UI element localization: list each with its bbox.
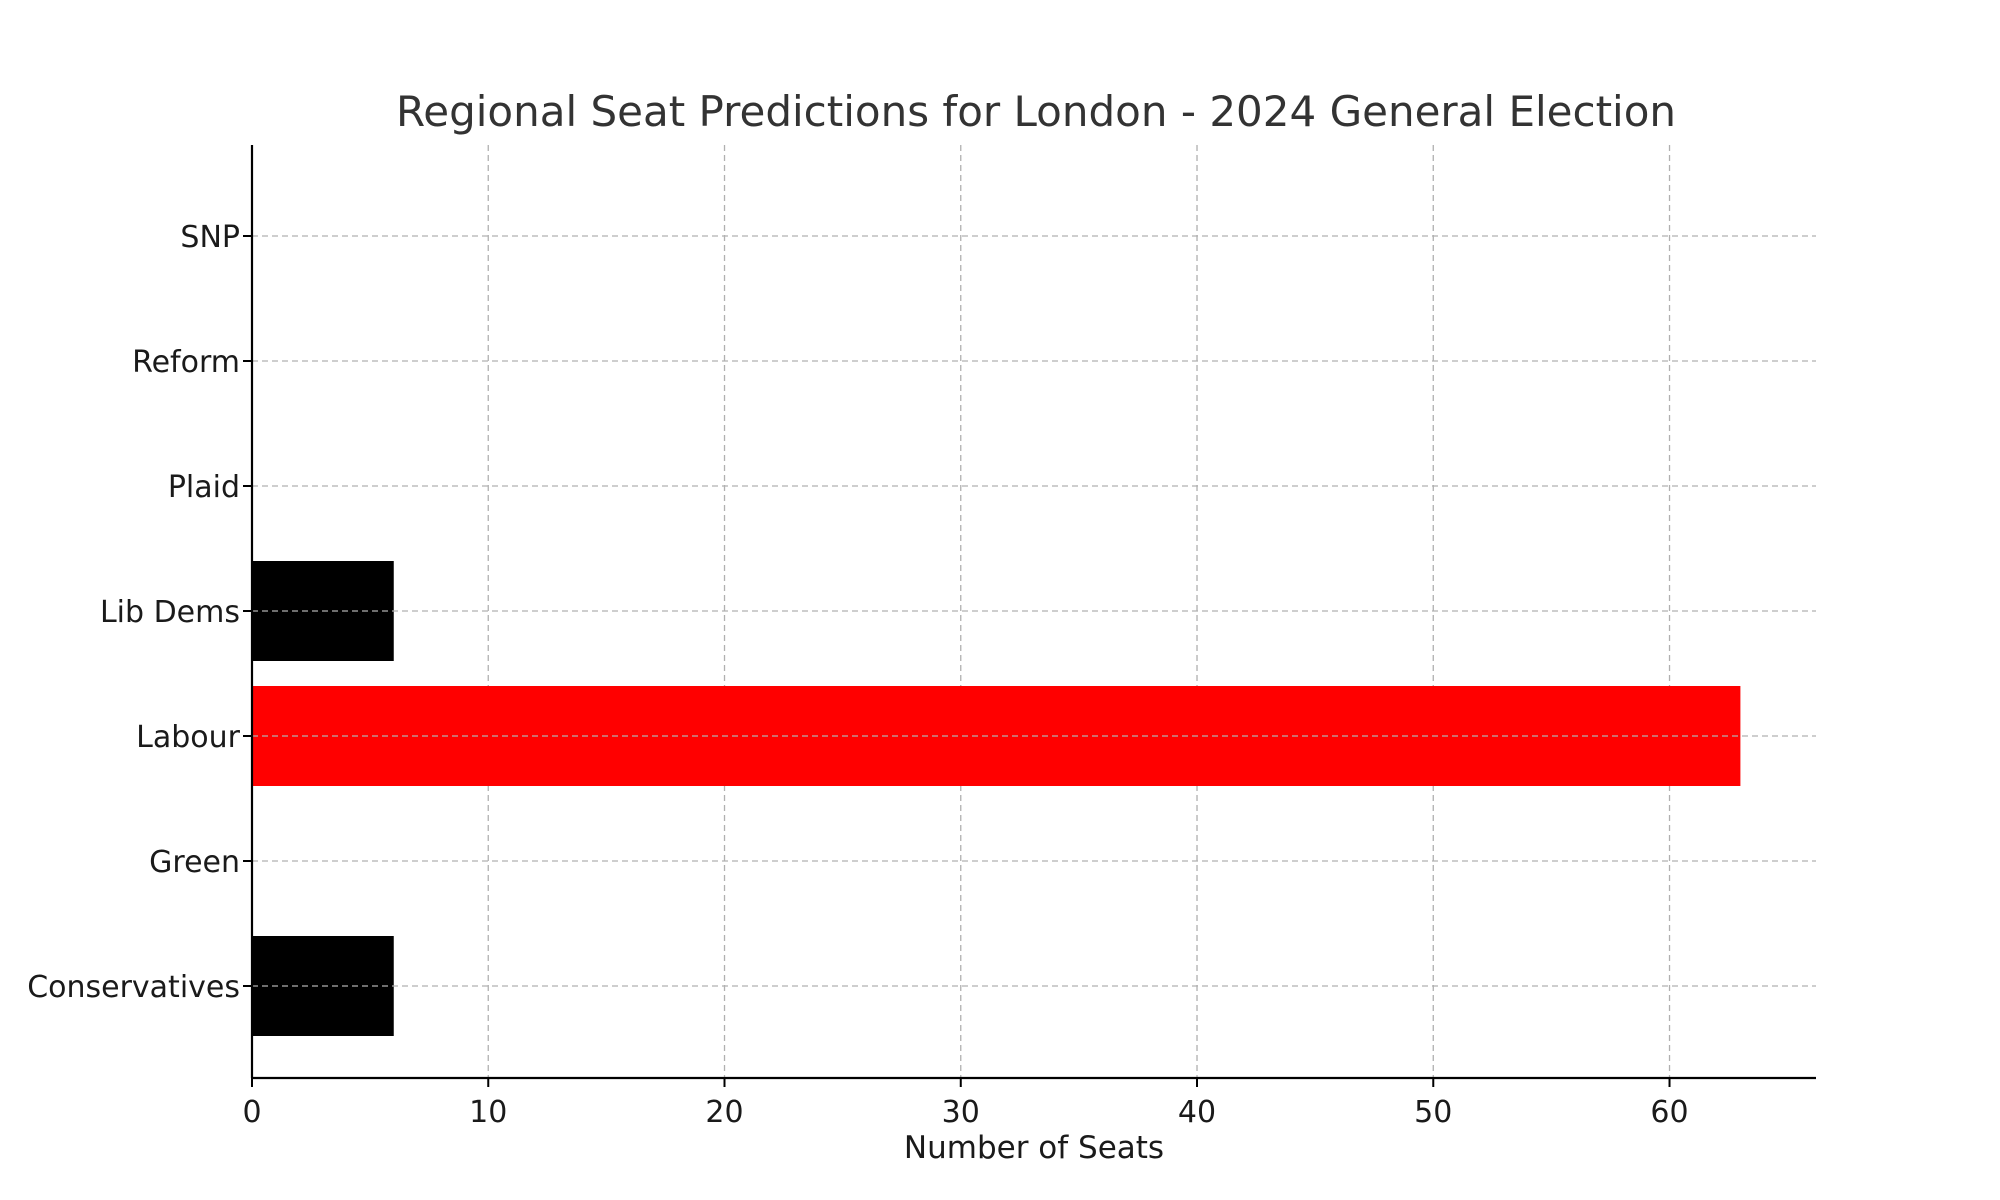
x-tick-label: 30 — [942, 1095, 980, 1130]
y-tick-label: Conservatives — [27, 970, 240, 1005]
y-tick-label: Labour — [136, 720, 241, 755]
y-tick-label: SNP — [180, 220, 240, 255]
y-tick-label: Green — [149, 845, 240, 880]
grid-overlay — [252, 235, 1816, 987]
x-tick-label: 50 — [1414, 1095, 1452, 1130]
y-tick-label: Lib Dems — [100, 595, 240, 630]
x-tick-label: 20 — [705, 1095, 743, 1130]
y-tick-label: Reform — [132, 345, 240, 380]
y-axis-ticks: Conservatives Green Labour Lib Dems Plaid Ref… — [27, 220, 252, 1005]
grid — [487, 145, 1671, 1078]
chart-title: Regional Seat Predictions for London - 2… — [396, 87, 1676, 136]
x-axis-ticks: 0 10 20 30 40 50 60 — [242, 1078, 1689, 1130]
x-axis-label: Number of Seats — [904, 1130, 1164, 1166]
x-tick-label: 0 — [242, 1095, 261, 1130]
x-tick-label: 10 — [469, 1095, 507, 1130]
x-tick-label: 60 — [1650, 1095, 1688, 1130]
x-tick-label: 40 — [1178, 1095, 1216, 1130]
bars — [252, 561, 1741, 1036]
y-tick-label: Plaid — [168, 470, 240, 505]
